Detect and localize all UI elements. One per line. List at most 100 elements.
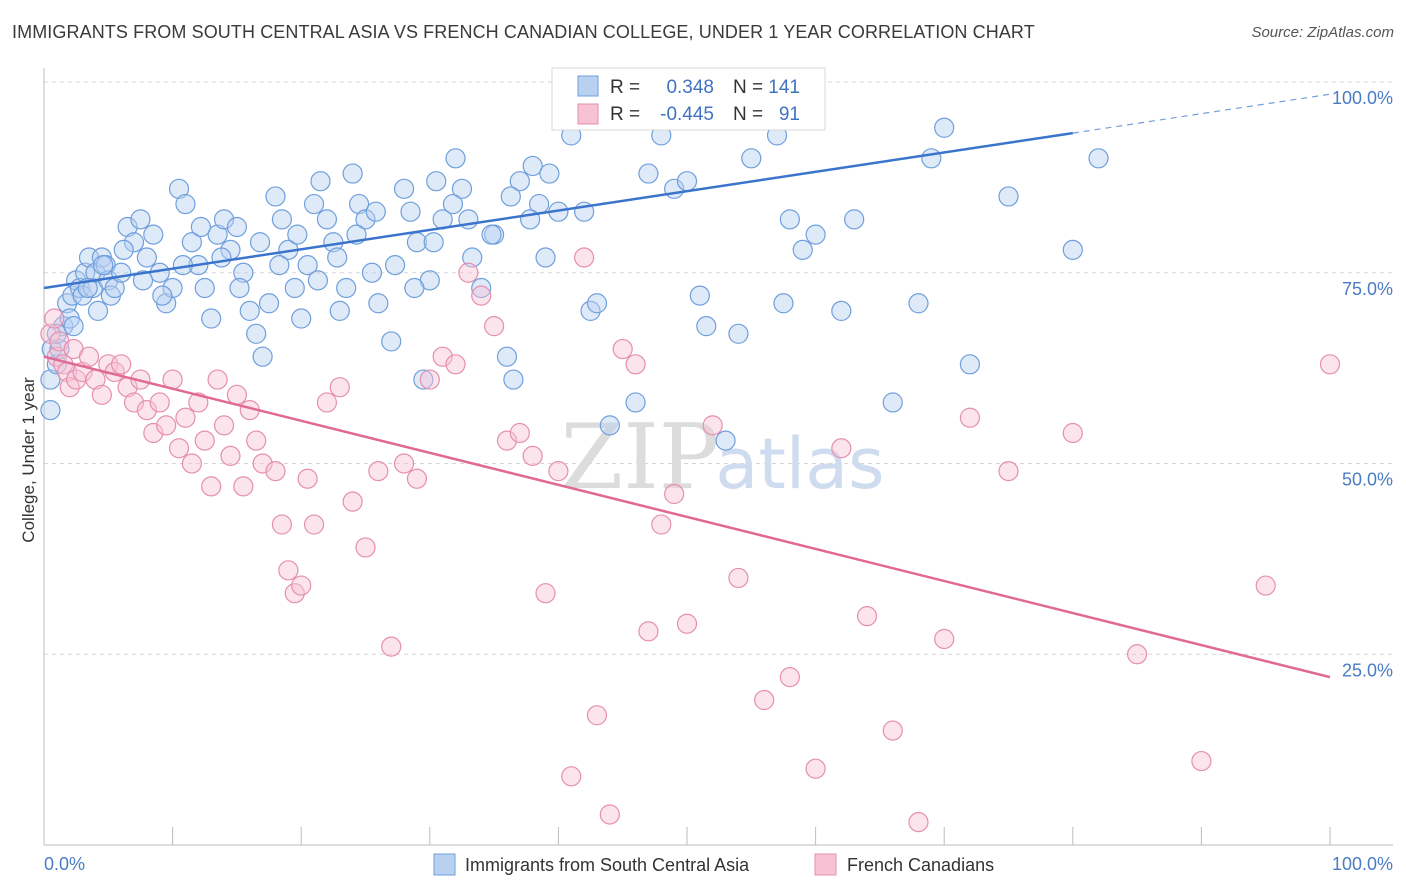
point-french-canadian (44, 308, 65, 329)
point-south-central-asia (123, 232, 145, 253)
axes (43, 68, 1393, 846)
watermark-atlas: atlas (715, 423, 884, 505)
point-french-canadian (509, 422, 530, 444)
stats-n-value-2: 91 (779, 104, 800, 125)
point-south-central-asia (265, 186, 286, 207)
point-south-central-asia (49, 338, 70, 360)
point-french-canadian (381, 636, 402, 657)
point-south-central-asia (741, 148, 762, 169)
point-south-central-asia (381, 331, 402, 352)
point-south-central-asia (689, 285, 710, 306)
point-south-central-asia (384, 255, 406, 276)
stats-swatch-pink (577, 103, 599, 125)
point-south-central-asia (229, 277, 250, 299)
point-french-canadian (233, 476, 254, 497)
point-french-canadian (329, 377, 350, 398)
point-south-central-asia (400, 201, 421, 222)
point-south-central-asia (1062, 239, 1083, 260)
point-french-canadian (278, 560, 299, 581)
point-south-central-asia (336, 277, 357, 299)
point-south-central-asia (327, 247, 348, 268)
point-south-central-asia (500, 186, 521, 207)
point-south-central-asia (303, 193, 325, 215)
legend-swatch-blue (433, 853, 456, 876)
point-french-canadian (188, 392, 209, 413)
stats-r-value-1: 0.348 (666, 77, 714, 98)
point-french-canadian (471, 285, 492, 306)
point-french-canadian (496, 430, 518, 451)
point-french-canadian (355, 537, 376, 558)
point-south-central-asia (152, 285, 173, 306)
point-south-central-asia (471, 277, 492, 299)
point-south-central-asia (792, 239, 813, 260)
point-south-central-asia (696, 316, 717, 337)
point-south-central-asia (213, 209, 235, 230)
trend-line-extension (1072, 93, 1331, 134)
point-south-central-asia (625, 392, 646, 413)
trend-line-south-central-asia (43, 131, 1073, 290)
point-french-canadian (175, 407, 196, 428)
point-south-central-asia (201, 308, 222, 329)
point-south-central-asia (423, 232, 444, 253)
point-south-central-asia (130, 209, 151, 230)
point-french-canadian (535, 583, 556, 604)
point-south-central-asia (355, 209, 376, 230)
point-french-canadian (1319, 354, 1341, 375)
point-south-central-asia (361, 262, 383, 283)
point-south-central-asia (413, 369, 434, 390)
point-south-central-asia (211, 247, 232, 268)
point-south-central-asia (168, 178, 190, 199)
point-south-central-asia (462, 247, 483, 268)
point-french-canadian (194, 430, 215, 451)
point-french-canadian (882, 720, 903, 741)
point-french-canadian (1126, 644, 1148, 665)
point-french-canadian (265, 461, 286, 482)
point-south-central-asia (162, 277, 183, 299)
stats-r-label-2: R = (610, 104, 640, 125)
point-french-canadian (149, 392, 170, 413)
stats-n-label-1: N = (733, 77, 763, 98)
point-south-central-asia (426, 171, 447, 192)
point-south-central-asia (844, 209, 865, 230)
point-south-central-asia (445, 148, 466, 169)
point-french-canadian (612, 338, 633, 360)
point-french-canadian (201, 476, 222, 497)
point-french-canadian (143, 422, 164, 444)
point-french-canadian (779, 667, 800, 688)
stats-n-label-2: N = (733, 104, 763, 125)
point-french-canadian (908, 812, 929, 833)
point-south-central-asia (93, 255, 114, 276)
point-south-central-asia (113, 239, 134, 260)
point-french-canadian (419, 369, 440, 390)
point-south-central-asia (175, 193, 196, 215)
point-south-central-asia (365, 201, 386, 222)
point-south-central-asia (882, 392, 903, 413)
point-south-central-asia (481, 224, 502, 245)
point-south-central-asia (87, 300, 109, 321)
point-south-central-asia (287, 224, 308, 245)
point-south-central-asia (269, 255, 290, 276)
point-south-central-asia (329, 300, 350, 321)
x-tick-label-min: 0.0% (44, 854, 85, 874)
point-french-canadian (432, 346, 453, 367)
point-french-canadian (156, 415, 177, 436)
point-french-canadian (702, 415, 723, 436)
point-south-central-asia (522, 155, 543, 177)
point-south-central-asia (638, 163, 659, 184)
point-french-canadian (316, 392, 338, 413)
point-south-central-asia (404, 277, 425, 299)
point-south-central-asia (773, 293, 794, 314)
point-french-canadian (445, 354, 466, 375)
point-french-canadian (78, 346, 100, 367)
point-french-canadian (1191, 750, 1212, 772)
point-south-central-asia (111, 262, 132, 283)
point-french-canadian (303, 514, 325, 535)
point-french-canadian (728, 567, 749, 589)
point-south-central-asia (316, 209, 338, 230)
chart-title: IMMIGRANTS FROM SOUTH CENTRAL ASIA VS FR… (12, 22, 1035, 42)
point-south-central-asia (194, 277, 215, 299)
point-french-canadian (111, 354, 132, 375)
stats-r-label-1: R = (610, 77, 640, 98)
point-french-canadian (484, 316, 505, 337)
point-south-central-asia (676, 171, 698, 192)
